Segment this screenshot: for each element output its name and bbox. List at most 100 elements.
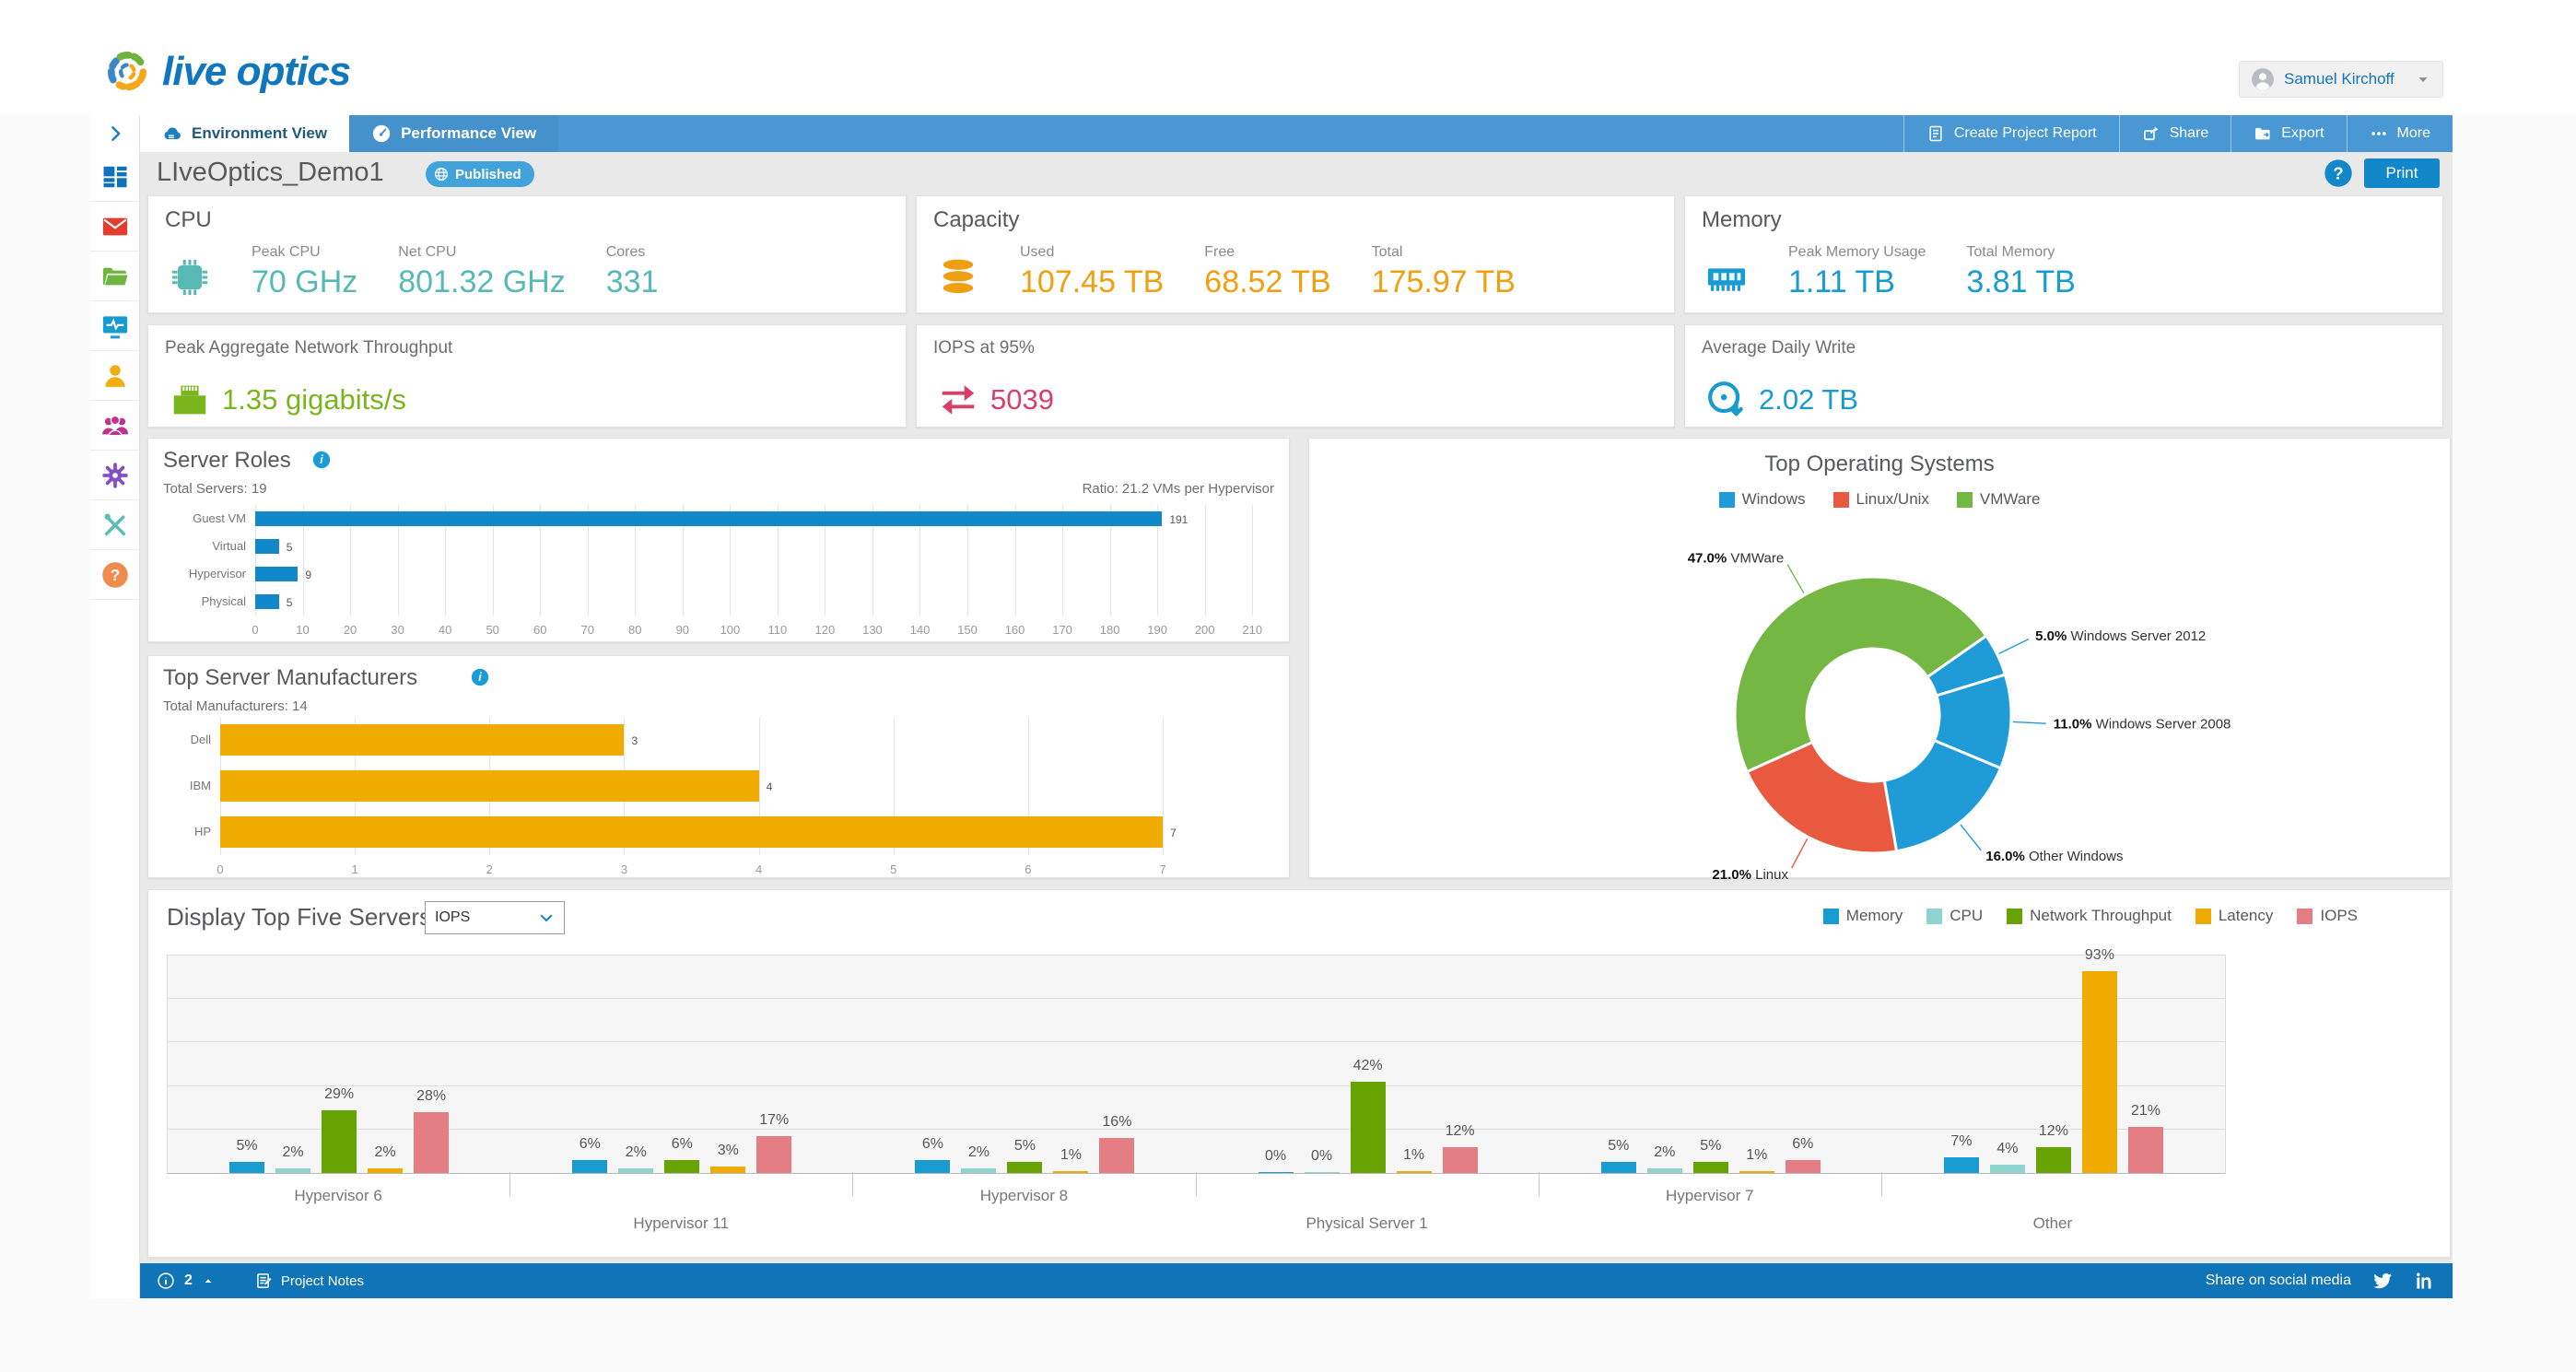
- sidebar-item-users[interactable]: [90, 401, 139, 451]
- metric-label: Used: [1020, 244, 1055, 260]
- help-button[interactable]: ?: [2324, 158, 2353, 188]
- info-icon[interactable]: [157, 1272, 175, 1290]
- category-label: Dell: [190, 733, 211, 746]
- caret-up-icon[interactable]: [202, 1274, 215, 1287]
- daily-write-value: 2.02 TB: [1705, 379, 1858, 421]
- export-button[interactable]: Export: [2231, 115, 2346, 152]
- group-label: Other: [2032, 1214, 2073, 1232]
- x-tick-label: 1: [351, 862, 358, 876]
- gridline: [967, 505, 969, 616]
- legend-item-memory[interactable]: Memory: [1822, 907, 1903, 925]
- legend-item-windows[interactable]: Windows: [1718, 490, 1806, 509]
- legend-item-cpu[interactable]: CPU: [1926, 907, 1983, 925]
- bar-network-throughput: [2035, 1146, 2071, 1173]
- sidebar-item-mail[interactable]: [90, 202, 139, 252]
- slice-label: 16.0% Other Windows: [1985, 849, 2123, 864]
- x-tick-label: 160: [1004, 623, 1025, 637]
- create-project-report-button[interactable]: Create Project Report: [1903, 115, 2119, 152]
- sidebar-item-help[interactable]: ?: [90, 550, 139, 600]
- chevron-down-icon: [538, 909, 555, 926]
- tab-performance-view[interactable]: Performance View: [349, 115, 559, 152]
- sidebar-item-monitor-pulse[interactable]: [90, 301, 139, 351]
- info-icon[interactable]: i: [471, 668, 489, 686]
- project-notes-button[interactable]: Project Notes: [255, 1272, 364, 1290]
- bar-value-label: 5%: [1013, 1138, 1036, 1155]
- bar-iops: [2127, 1127, 2163, 1173]
- tab-environment-view[interactable]: Environment View: [140, 115, 350, 152]
- memory-metrics: Peak Memory Usage 1.11 TB Total Memory 3.81…: [1705, 244, 2076, 300]
- user-menu[interactable]: Samuel Kirchoff: [2239, 61, 2443, 98]
- bar: [220, 816, 1164, 848]
- project-titlebar: LIveOptics_Demo1 Published ? Print: [140, 156, 2453, 193]
- legend-swatch: [1956, 491, 1973, 508]
- linkedin-icon[interactable]: [2414, 1270, 2436, 1292]
- sidebar-item-tools[interactable]: [90, 500, 139, 550]
- bar-value-label: 6%: [671, 1135, 693, 1152]
- share-button[interactable]: Share: [2118, 115, 2231, 152]
- note-icon: [255, 1272, 274, 1290]
- x-tick-label: 10: [296, 623, 310, 637]
- x-tick-label: 210: [1242, 623, 1263, 637]
- x-tick-label: 110: [767, 623, 788, 637]
- bar-value-label: 1%: [1403, 1146, 1425, 1163]
- sidebar-item-dashboard[interactable]: [90, 152, 139, 202]
- sidebar-collapse-button[interactable]: [90, 115, 140, 152]
- bar: [220, 724, 625, 756]
- sort-by-select[interactable]: IOPS: [425, 901, 565, 934]
- network-value: 1.35 gigabits/s: [169, 379, 406, 421]
- bar-network-throughput: [1350, 1081, 1386, 1173]
- legend-item-latency[interactable]: Latency: [2195, 907, 2273, 925]
- print-button[interactable]: Print: [2364, 158, 2440, 188]
- legend-item-vmware[interactable]: VMWare: [1956, 490, 2040, 509]
- bar-value-label: 9: [305, 569, 312, 581]
- bar-value-label: 28%: [416, 1087, 447, 1104]
- twitter-icon[interactable]: [2371, 1270, 2394, 1292]
- dashboard-icon: [101, 163, 129, 191]
- gridline: [1027, 717, 1029, 855]
- bar-value-label: 5%: [236, 1138, 258, 1155]
- card-title: Average Daily Write: [1702, 338, 1856, 358]
- bar-cpu: [1989, 1164, 2025, 1173]
- svg-text:i: i: [320, 453, 323, 466]
- x-tick-label: 30: [391, 623, 404, 637]
- action-label: Export: [2281, 125, 2324, 141]
- app-logo[interactable]: live optics: [103, 48, 351, 96]
- top-five-chart-plot: 5% 2% 29% 2% 28% 6% 2% 6% 3% 17% 6% 2% 5% 1% 16% 0% 0% 42…: [167, 947, 2226, 1174]
- bar-latency: [1739, 1170, 1774, 1173]
- x-tick-label: 4: [755, 862, 763, 876]
- bar: [255, 511, 1163, 526]
- sidebar-item-folder[interactable]: [90, 252, 139, 301]
- legend-item-network-throughput[interactable]: Network Throughput: [2007, 907, 2172, 925]
- gridline: [168, 998, 2225, 1000]
- more-button[interactable]: More: [2346, 115, 2453, 152]
- bar-memory: [1258, 1171, 1294, 1173]
- legend-item-linux-unix[interactable]: Linux/Unix: [1832, 490, 1929, 509]
- metric-label: Free: [1204, 244, 1235, 260]
- metric-label: Peak CPU: [252, 244, 321, 260]
- users-icon: [101, 412, 129, 440]
- notification-count[interactable]: 2: [184, 1272, 193, 1288]
- bar-memory: [1943, 1157, 1979, 1173]
- metric-value: 175.97 TB: [1371, 264, 1516, 299]
- info-icon[interactable]: i: [312, 451, 331, 469]
- gridline: [682, 505, 684, 616]
- sidebar-item-user[interactable]: [90, 351, 139, 401]
- x-tick-label: 140: [909, 623, 931, 637]
- iops-value: 5039: [937, 379, 1054, 421]
- bar-value-label: 12%: [2038, 1122, 2068, 1139]
- ratio-label: Ratio: 21.2 VMs per Hypervisor: [1082, 481, 1274, 497]
- os-donut-chart: 5.0% Windows Server 2012 11.0% Windows Se…: [1688, 551, 2231, 879]
- project-notes-label: Project Notes: [280, 1272, 364, 1289]
- sidebar-item-gear[interactable]: [90, 451, 139, 500]
- label-leader-line: [1960, 824, 1982, 851]
- gridline: [1204, 505, 1206, 616]
- label-leader-line: [1786, 564, 1805, 594]
- live-optics-swirl-icon: [103, 48, 151, 96]
- bar-cpu: [275, 1168, 311, 1173]
- gridline: [1109, 505, 1111, 616]
- legend-item-iops[interactable]: IOPS: [2297, 907, 2358, 925]
- metric-label: Total Memory: [1966, 244, 2055, 260]
- slice-label: 5.0% Windows Server 2012: [2035, 628, 2206, 644]
- bar-value-label: 7%: [1950, 1133, 1973, 1150]
- group-separator: [509, 1172, 511, 1196]
